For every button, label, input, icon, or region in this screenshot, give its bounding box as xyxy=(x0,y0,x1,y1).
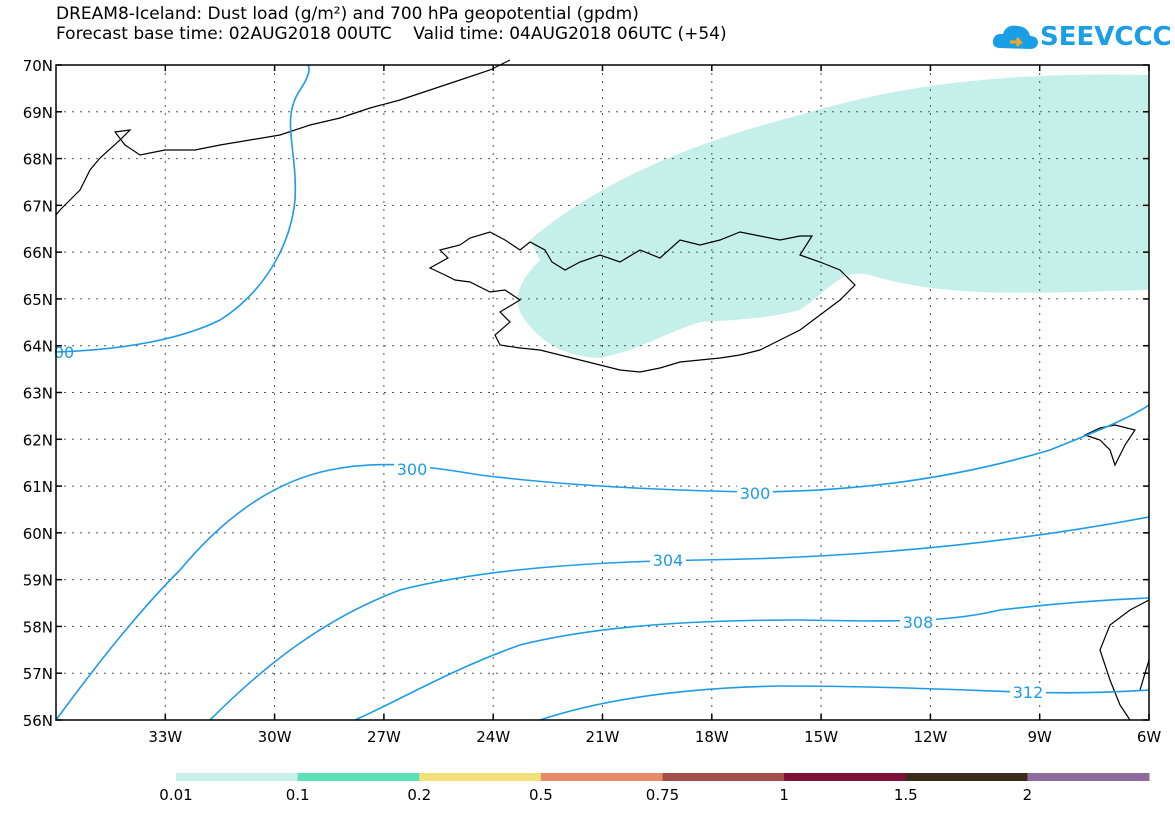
lon-tick-label: 21W xyxy=(586,728,620,746)
geopotential-contour xyxy=(55,64,310,353)
lat-tick-label: 56N xyxy=(23,712,53,730)
lat-tick-label: 68N xyxy=(23,151,53,169)
colorbar-label: 0.2 xyxy=(407,786,432,804)
logo-text: SEEVCCC xyxy=(1040,22,1172,52)
lat-tick-label: 58N xyxy=(23,618,53,636)
lat-tick-label: 66N xyxy=(23,244,53,262)
colorbar-label: 2 xyxy=(1022,786,1033,804)
lon-tick-label: 27W xyxy=(367,728,401,746)
lon-tick-label: 24W xyxy=(476,728,510,746)
contour-label: 300 xyxy=(740,484,771,503)
scotland-coastline xyxy=(1099,599,1150,721)
geopotential-contour xyxy=(354,597,1150,721)
colorbar-label: 1.5 xyxy=(893,786,918,804)
contour-label: 312 xyxy=(1013,683,1044,702)
geopotential-contour xyxy=(209,516,1150,721)
geopotential-contour xyxy=(539,685,1150,721)
lon-tick-label: 18W xyxy=(695,728,729,746)
map-title: DREAM8-Iceland: Dust load (g/m²) and 700… xyxy=(56,4,639,24)
colorbar-segment xyxy=(540,773,663,781)
lat-tick-label: 65N xyxy=(23,291,53,309)
colorbar-label: 0.5 xyxy=(528,786,553,804)
lat-tick-label: 59N xyxy=(23,572,53,590)
colorbar-segment xyxy=(419,773,542,781)
contour-label: 00 xyxy=(54,343,74,362)
lon-tick-label: 15W xyxy=(804,728,838,746)
lat-tick-label: 70N xyxy=(23,57,53,75)
lon-tick-label: 33W xyxy=(148,728,182,746)
colorbar-segment xyxy=(297,773,420,781)
colorbar-segment xyxy=(905,773,1028,781)
colorbar-label: 1 xyxy=(779,786,789,804)
map-subtitle: Forecast base time: 02AUG2018 00UTC Vali… xyxy=(56,24,727,44)
cloud-icon xyxy=(992,25,1038,49)
colorbar-segment xyxy=(176,773,299,781)
dust-load-area xyxy=(517,74,1149,358)
iceland-coastline xyxy=(428,231,856,373)
lat-tick-label: 64N xyxy=(23,338,53,356)
lat-tick-label: 69N xyxy=(23,104,53,122)
lat-tick-label: 67N xyxy=(23,197,53,215)
lon-tick-label: 6W xyxy=(1137,728,1162,746)
lat-tick-label: 57N xyxy=(23,665,53,683)
faroe-coastline xyxy=(1083,424,1136,467)
lon-tick-label: 30W xyxy=(258,728,292,746)
greenland-coastline xyxy=(55,59,511,216)
lon-tick-label: 12W xyxy=(913,728,947,746)
lon-tick-label: 9W xyxy=(1028,728,1053,746)
lat-tick-label: 63N xyxy=(23,385,53,403)
lat-tick-label: 60N xyxy=(23,525,53,543)
colorbar-segment xyxy=(1027,773,1150,781)
contour-label: 308 xyxy=(903,613,934,632)
colorbar-segment xyxy=(662,773,785,781)
seevccc-logo xyxy=(992,25,1038,49)
lat-tick-label: 61N xyxy=(23,478,53,496)
colorbar-label: 0.01 xyxy=(159,786,193,804)
colorbar-segment xyxy=(784,773,907,781)
colorbar-label: 0.1 xyxy=(285,786,310,804)
contour-label: 300 xyxy=(397,460,428,479)
contour-label: 304 xyxy=(653,551,684,570)
geopotential-contour xyxy=(55,404,1150,721)
lat-tick-label: 62N xyxy=(23,431,53,449)
colorbar-label: 0.75 xyxy=(645,786,680,804)
